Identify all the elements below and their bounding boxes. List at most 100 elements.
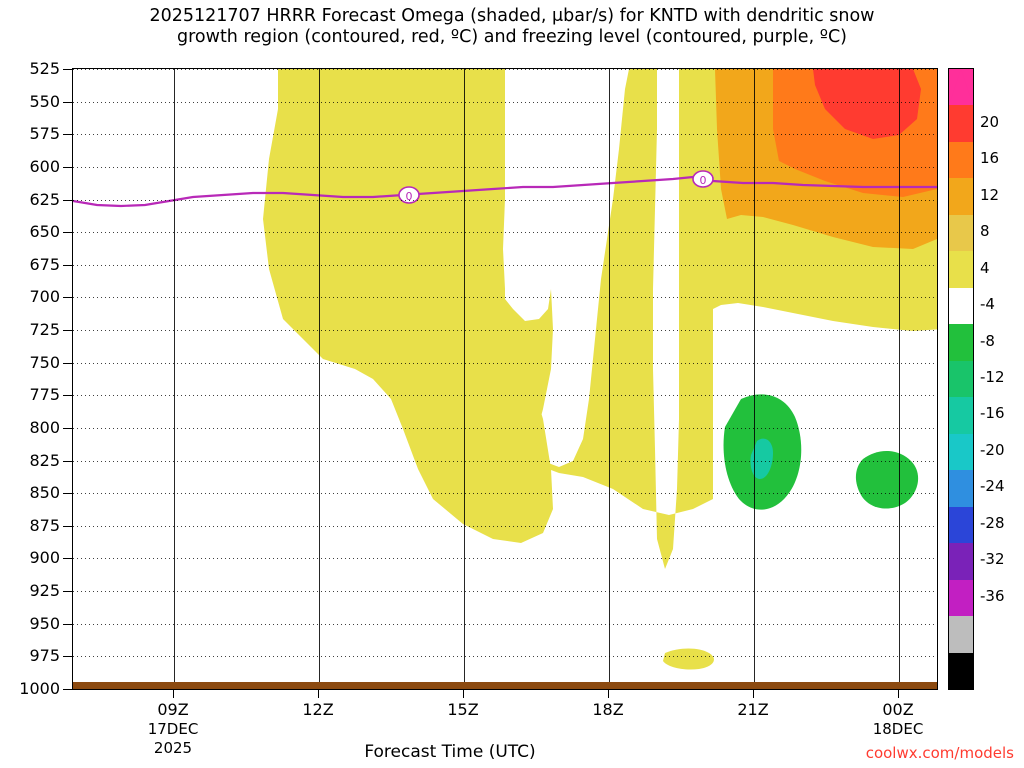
grid-line-horizontal bbox=[73, 330, 937, 332]
colorbar-tick-label: -20 bbox=[980, 440, 1005, 459]
colorbar-tick-label: 8 bbox=[980, 222, 990, 241]
grid-line-horizontal bbox=[73, 591, 937, 593]
y-tick-label: 650 bbox=[29, 222, 60, 242]
colorbar-tick-label: -24 bbox=[980, 477, 1005, 496]
x-tick-mark bbox=[898, 690, 899, 698]
colorbar-tick-label: -8 bbox=[980, 331, 995, 350]
y-tick-mark bbox=[63, 330, 72, 332]
colorbar-segment bbox=[949, 178, 973, 215]
y-tick-mark bbox=[63, 493, 72, 495]
colorbar-tick-label: -12 bbox=[980, 368, 1005, 386]
colorbar-segment bbox=[949, 579, 973, 617]
colorbar-tick-label: 20 bbox=[980, 112, 1000, 131]
x-tick-label: 12Z bbox=[302, 700, 334, 719]
y-tick-mark bbox=[63, 166, 72, 168]
y-tick-mark bbox=[63, 297, 72, 299]
y-tick-mark bbox=[63, 199, 72, 201]
grid-line-horizontal bbox=[73, 69, 937, 70]
colorbar-segment bbox=[949, 105, 973, 142]
grid-line-horizontal bbox=[73, 623, 937, 625]
y-tick-label: 950 bbox=[29, 613, 60, 633]
y-tick-label: 750 bbox=[29, 352, 60, 372]
y-tick-label: 700 bbox=[29, 287, 60, 307]
y-tick-label: 575 bbox=[29, 124, 60, 144]
x-tick-sublabel: 2025 bbox=[153, 739, 193, 757]
x-tick-label: 18Z bbox=[592, 700, 624, 719]
y-tick-mark bbox=[63, 591, 72, 593]
colorbar bbox=[948, 68, 974, 690]
x-tick-mark bbox=[753, 690, 754, 698]
y-tick-label: 1000 bbox=[19, 679, 60, 698]
ground-bar bbox=[73, 682, 937, 689]
y-tick-label: 825 bbox=[29, 450, 60, 470]
y-tick-label: 800 bbox=[29, 417, 60, 437]
y-tick-mark bbox=[63, 395, 72, 397]
y-tick-mark bbox=[63, 232, 72, 234]
y-tick-mark bbox=[63, 623, 72, 625]
y-tick-label: 525 bbox=[29, 59, 60, 78]
colorbar-segment bbox=[949, 543, 973, 580]
grid-line-horizontal bbox=[73, 656, 937, 658]
colorbar-tick-label: -32 bbox=[980, 550, 1005, 569]
x-tick-label: 15Z bbox=[447, 700, 479, 719]
y-tick-label: 975 bbox=[29, 646, 60, 666]
x-tick-mark bbox=[318, 690, 319, 698]
y-tick-label: 550 bbox=[29, 91, 60, 111]
grid-line-horizontal bbox=[73, 427, 937, 429]
y-tick-mark bbox=[63, 525, 72, 527]
grid-line-horizontal bbox=[73, 460, 937, 462]
colorbar-segment bbox=[949, 506, 973, 544]
grid-line-vertical bbox=[609, 69, 610, 689]
grid-line-vertical bbox=[899, 69, 900, 689]
y-tick-mark bbox=[63, 656, 72, 658]
grid-line-horizontal bbox=[73, 558, 937, 560]
grid-line-horizontal bbox=[73, 264, 937, 266]
grid-line-horizontal bbox=[73, 297, 937, 299]
omega-shading: 0 0 bbox=[73, 69, 937, 670]
chart-title: 2025121707 HRRR Forecast Omega (shaded, … bbox=[0, 6, 1024, 48]
x-tick-sublabel: 18DEC bbox=[872, 720, 924, 738]
colorbar-segment bbox=[949, 214, 973, 252]
y-tick-mark bbox=[63, 460, 72, 462]
x-tick-label: 00Z bbox=[882, 700, 914, 719]
colorbar-segment bbox=[949, 324, 973, 361]
grid-line-vertical bbox=[319, 69, 320, 689]
y-tick-mark bbox=[63, 427, 72, 429]
colorbar-segment bbox=[949, 360, 973, 398]
grid-line-horizontal bbox=[73, 134, 937, 136]
colorbar-tick-label: 12 bbox=[980, 185, 1000, 204]
plot-area: 0 0 bbox=[72, 68, 938, 690]
colorbar-segment bbox=[949, 470, 973, 507]
y-tick-label: 625 bbox=[29, 189, 60, 209]
x-tick-mark bbox=[608, 690, 609, 698]
grid-line-vertical bbox=[754, 69, 755, 689]
colorbar-tick-label: -4 bbox=[980, 295, 995, 314]
chart-title-line2: growth region (contoured, red, ºC) and f… bbox=[177, 27, 847, 47]
grid-line-vertical bbox=[464, 69, 465, 689]
grid-line-horizontal bbox=[73, 232, 937, 234]
y-tick-mark bbox=[63, 134, 72, 136]
colorbar-segment bbox=[949, 433, 973, 471]
grid-line-horizontal bbox=[73, 199, 937, 201]
colorbar-segment bbox=[949, 616, 973, 653]
grid-line-horizontal bbox=[73, 101, 937, 103]
chart-title-line1: 2025121707 HRRR Forecast Omega (shaded, … bbox=[149, 6, 875, 26]
x-tick-label: 09Z bbox=[157, 700, 189, 719]
y-tick-label: 600 bbox=[29, 156, 60, 176]
colorbar-tick-label: -16 bbox=[980, 404, 1005, 423]
colorbar-cap-bottom bbox=[949, 653, 973, 689]
y-tick-mark bbox=[63, 69, 72, 70]
grid-line-horizontal bbox=[73, 493, 937, 495]
colorbar-segment bbox=[949, 141, 973, 179]
y-tick-label: 775 bbox=[29, 385, 60, 405]
x-tick-label: 21Z bbox=[737, 700, 769, 719]
credit-link[interactable]: coolwx.com/models bbox=[865, 744, 1014, 762]
colorbar-segment bbox=[949, 287, 973, 325]
colorbar-segment bbox=[949, 397, 973, 434]
x-tick-mark bbox=[173, 690, 174, 698]
svg-text:0: 0 bbox=[700, 174, 707, 187]
grid-line-horizontal bbox=[73, 166, 937, 168]
x-axis-title: Forecast Time (UTC) bbox=[364, 742, 536, 762]
colorbar-segment bbox=[949, 251, 973, 288]
